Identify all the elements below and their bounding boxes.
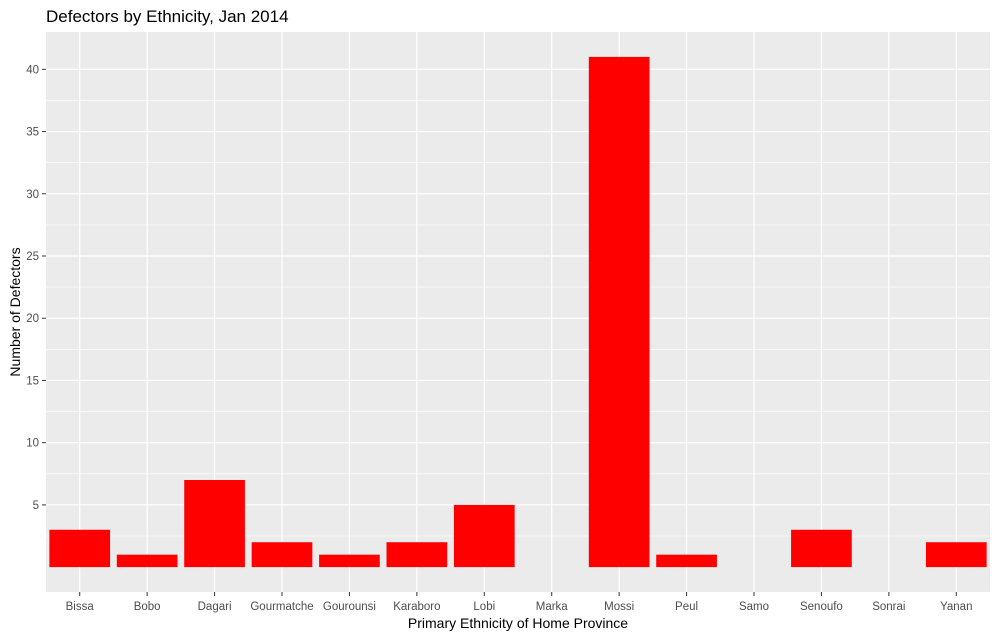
x-tick-label: Samo xyxy=(739,601,769,613)
bar-lobi xyxy=(453,504,515,568)
bar-mossi xyxy=(588,56,650,568)
bar-dagari xyxy=(184,480,245,568)
x-tick-label: Peul xyxy=(675,601,698,613)
y-tick-label: 35 xyxy=(26,127,39,139)
bar-bissa xyxy=(49,529,111,568)
x-axis-ticks: Bissa Bobo Dagari Gourmatche Gourounsi Karabo… xyxy=(66,592,972,613)
x-tick-label: Bobo xyxy=(134,601,161,613)
y-axis-title: Number of Defectors xyxy=(7,247,23,376)
x-tick-label: Karaboro xyxy=(393,601,440,613)
bar-karaboro xyxy=(386,542,448,568)
x-axis-title: Primary Ethnicity of Home Province xyxy=(408,615,628,631)
y-tick-label: 15 xyxy=(26,375,39,387)
bars xyxy=(49,56,987,568)
x-tick-label: Mossi xyxy=(604,601,634,613)
y-tick-label: 10 xyxy=(26,438,39,450)
bar-bobo xyxy=(116,554,178,568)
x-tick-label: Senoufo xyxy=(800,601,843,613)
y-tick-label: 40 xyxy=(26,64,39,76)
x-tick-label: Dagari xyxy=(198,601,232,613)
bar-gourmatche xyxy=(251,542,313,568)
x-tick-label: Sonrai xyxy=(872,601,905,613)
bar-peul xyxy=(656,554,717,568)
y-tick-label: 20 xyxy=(26,313,39,325)
bar-yanan xyxy=(925,542,987,568)
x-tick-label: Marka xyxy=(536,601,569,613)
x-tick-label: Gourounsi xyxy=(323,601,376,613)
y-tick-label: 25 xyxy=(26,251,39,263)
bar-senoufo xyxy=(791,529,852,568)
x-tick-label: Gourmatche xyxy=(250,601,313,613)
y-tick-label: 30 xyxy=(26,189,39,201)
y-tick-label: 5 xyxy=(33,500,39,512)
x-tick-label: Lobi xyxy=(473,601,495,613)
x-tick-label: Bissa xyxy=(66,601,95,613)
chart-title: Defectors by Ethnicity, Jan 2014 xyxy=(46,7,289,26)
x-tick-label: Yanan xyxy=(940,601,972,613)
bar-gourounsi xyxy=(319,554,380,568)
y-axis-ticks: 5 10 15 20 25 30 35 40 xyxy=(26,64,46,512)
